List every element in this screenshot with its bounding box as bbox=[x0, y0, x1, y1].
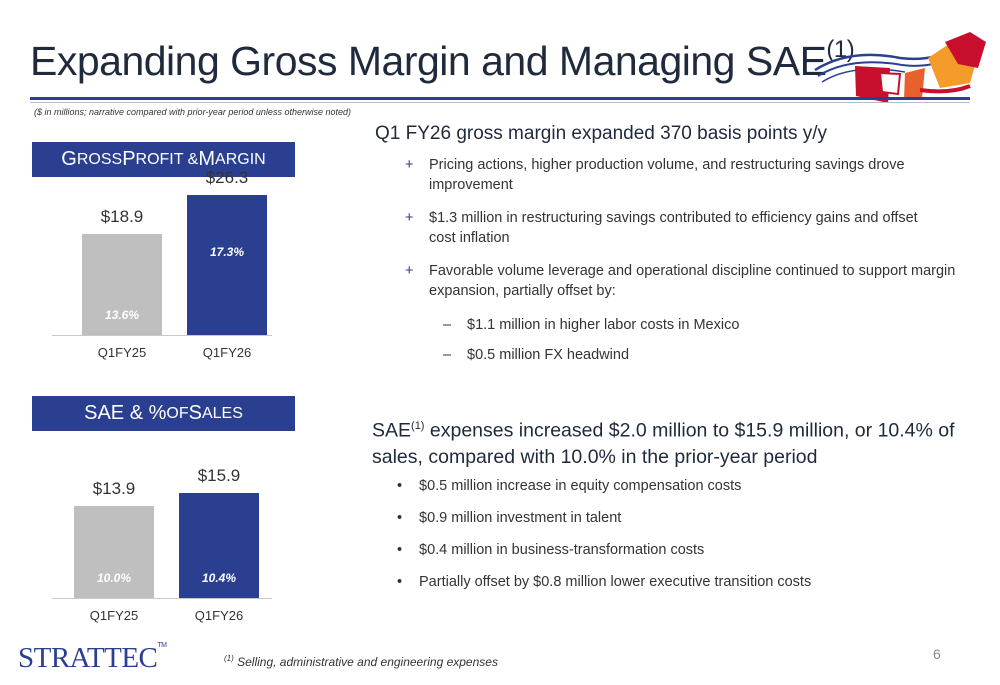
gross-margin-heading: Q1 FY26 gross margin expanded 370 basis … bbox=[375, 123, 828, 144]
list-item: + $1.3 million in restructuring savings … bbox=[405, 210, 918, 246]
chart-bar-q1fy26 bbox=[179, 493, 259, 598]
dash-marker: – bbox=[443, 347, 452, 363]
chart-bar-q1fy26 bbox=[187, 195, 267, 335]
chart-axis-line bbox=[52, 335, 272, 336]
strattec-logo: STRATTECTM bbox=[18, 642, 167, 674]
bullet-marker: • bbox=[397, 542, 403, 558]
title-rule-thin bbox=[30, 102, 970, 103]
list-item: + Favorable volume leverage and operatio… bbox=[405, 263, 956, 299]
sae-heading: SAE(1) expenses increased $2.0 million t… bbox=[372, 419, 955, 468]
bar-percent-label: 10.0% bbox=[96, 571, 132, 585]
bar-percent-label: 17.3% bbox=[209, 245, 245, 259]
bullet-marker: • bbox=[397, 478, 403, 494]
vehicle-logo-graphic bbox=[814, 32, 986, 103]
footnote: (1) Selling, administrative and engineer… bbox=[224, 654, 498, 669]
plus-marker: + bbox=[405, 157, 414, 173]
list-item: • Partially offset by $0.8 million lower… bbox=[397, 574, 812, 590]
category-label: Q1FY26 bbox=[202, 345, 252, 360]
sub-list-item: – $0.5 million FX headwind bbox=[443, 347, 630, 363]
list-item: • $0.5 million increase in equity compen… bbox=[397, 478, 742, 494]
bar-value-label: $13.9 bbox=[92, 479, 136, 499]
bar-value-label: $15.9 bbox=[197, 466, 241, 485]
chart-bar-q1fy25 bbox=[82, 234, 162, 335]
bar-value-label: $26.3 bbox=[205, 168, 249, 187]
dash-marker: – bbox=[443, 317, 452, 333]
category-label: Q1FY26 bbox=[194, 608, 244, 623]
title-rule bbox=[30, 97, 970, 100]
plus-marker: + bbox=[405, 210, 414, 226]
chart-bar-q1fy25 bbox=[74, 506, 154, 598]
list-item: • $0.9 million investment in talent bbox=[397, 510, 622, 526]
bullet-marker: • bbox=[397, 574, 403, 590]
bar-value-label: $18.9 bbox=[100, 207, 144, 227]
category-label: Q1FY25 bbox=[97, 345, 147, 360]
plus-marker: + bbox=[405, 263, 414, 279]
gross-profit-chart: $18.9 13.6% Q1FY25 $26.3 17.3% Q1FY26 bbox=[32, 168, 295, 380]
bar-percent-label: 10.4% bbox=[201, 571, 237, 585]
sae-panel-title: SAE & % OF S ALES bbox=[32, 396, 295, 431]
page-title: Expanding Gross Margin and Managing SAE(… bbox=[30, 36, 855, 84]
category-label: Q1FY25 bbox=[89, 608, 139, 623]
list-item: + Pricing actions, higher production vol… bbox=[405, 157, 905, 193]
units-note: ($ in millions; narrative compared with … bbox=[34, 107, 351, 117]
bar-percent-label: 13.6% bbox=[104, 308, 140, 322]
sub-list-item: – $1.1 million in higher labor costs in … bbox=[443, 317, 740, 333]
bullet-marker: • bbox=[397, 510, 403, 526]
list-item: • $0.4 million in business-transformatio… bbox=[397, 542, 705, 558]
page-number: 6 bbox=[933, 646, 941, 662]
chart-axis-line bbox=[52, 598, 272, 599]
sae-chart: $13.9 10.0% Q1FY25 $15.9 10.4% Q1FY26 bbox=[32, 440, 295, 640]
gross-profit-panel-title: G ROSS P ROFIT & M ARGIN bbox=[32, 142, 295, 177]
